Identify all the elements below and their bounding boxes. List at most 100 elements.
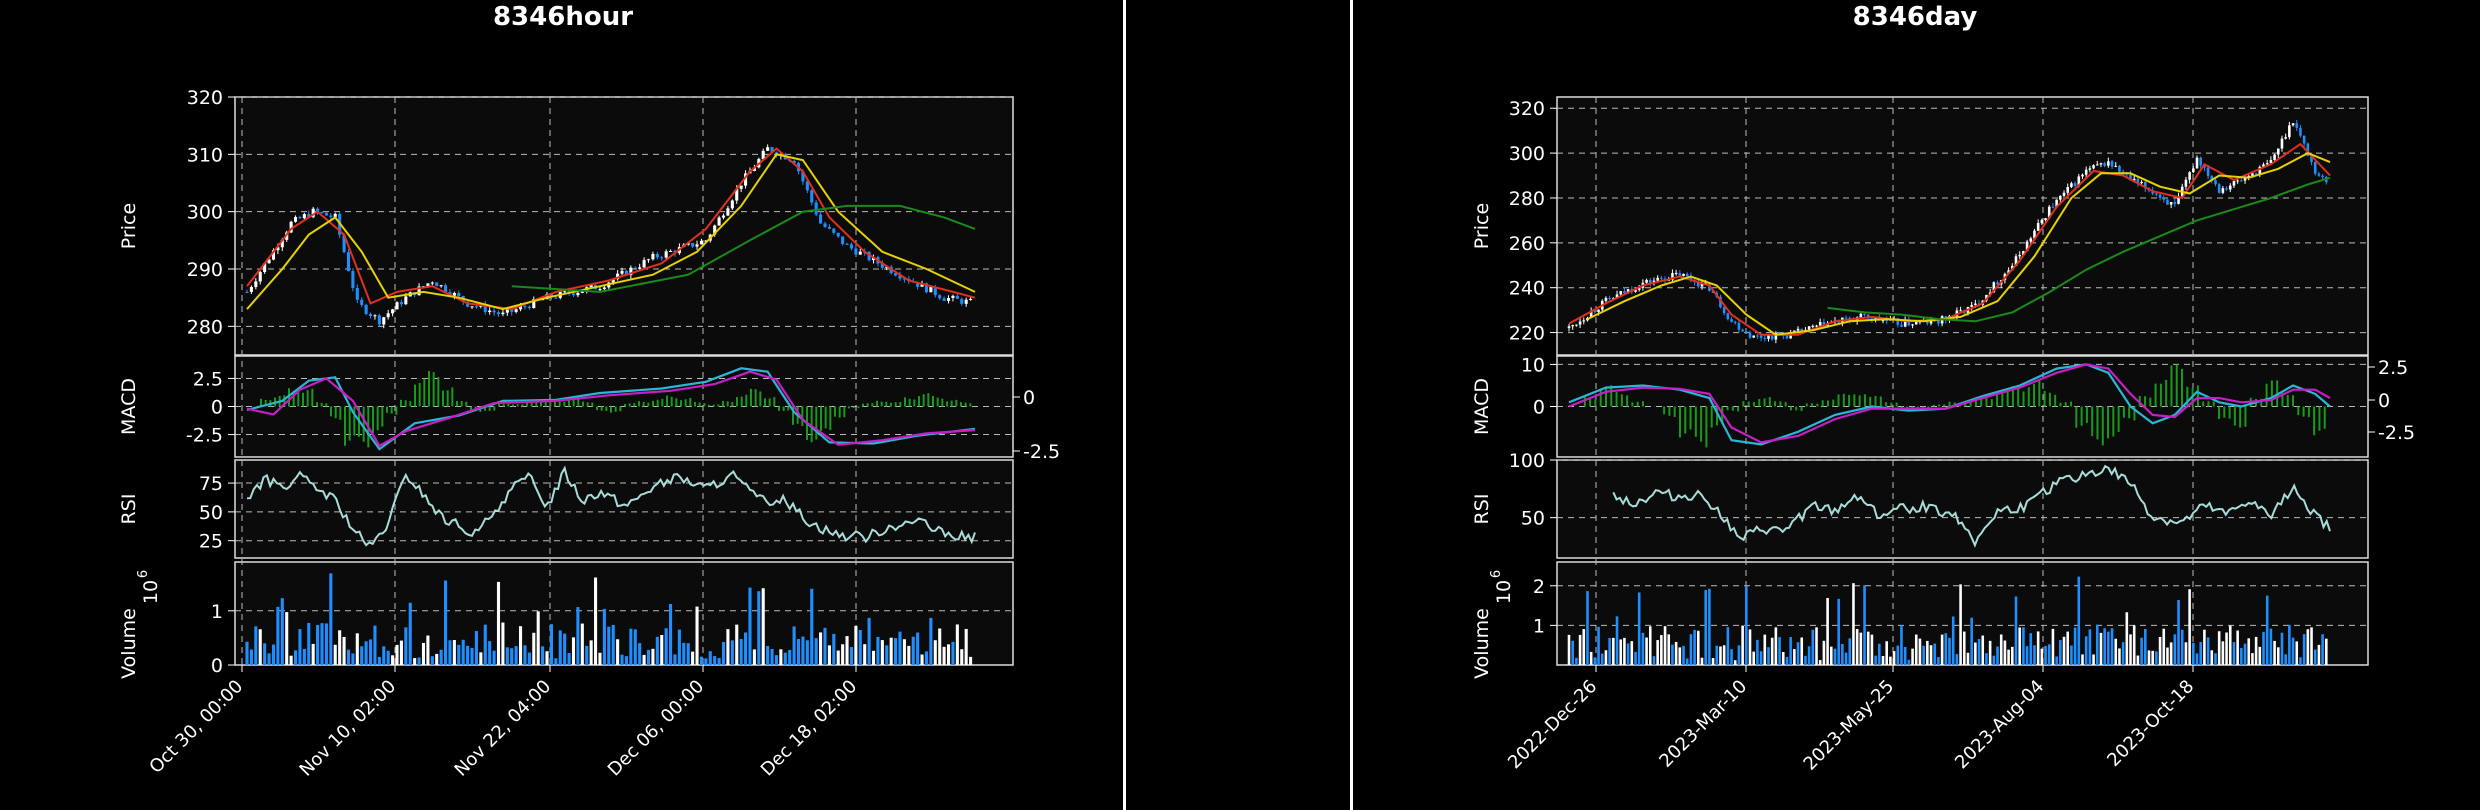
volume-bar — [669, 603, 673, 665]
candle-body — [1863, 313, 1866, 315]
volume-bar — [2158, 637, 2162, 665]
macd-histogram-bar — [1842, 393, 1845, 407]
macd-histogram-bar — [680, 400, 682, 407]
macd-histogram-bar — [512, 404, 514, 407]
macd-histogram-bar — [409, 401, 412, 407]
volume-bar — [545, 651, 549, 665]
volume-bar — [541, 646, 545, 665]
candle-body — [457, 292, 461, 296]
macd-histogram-bar — [437, 376, 440, 407]
macd-histogram-bar — [2165, 379, 2168, 407]
volume-bar — [271, 644, 276, 665]
volume-bar — [2184, 642, 2188, 665]
volume-bar — [377, 656, 381, 665]
volume-bar — [796, 638, 801, 665]
volume-bar — [2047, 644, 2051, 665]
volume-bar — [1637, 592, 1641, 665]
candle-body — [885, 266, 889, 268]
x-tick-label: Nov 22, 04:00 — [451, 676, 556, 781]
candle-body — [616, 273, 620, 280]
macd-histogram-bar — [969, 403, 972, 407]
macd-histogram-bar — [927, 393, 930, 407]
macd-histogram-bar — [339, 406, 342, 420]
macd-histogram-bar — [941, 398, 944, 407]
macd-histogram-bar — [297, 392, 300, 407]
volume-bar — [514, 646, 518, 665]
volume-bar — [766, 645, 770, 665]
macd-histogram-bar — [446, 390, 449, 407]
candle-body — [2129, 174, 2132, 181]
candle-body — [1785, 335, 1789, 339]
candle-body — [342, 234, 346, 253]
candle-body — [2247, 175, 2251, 178]
rsi-axis-label: RSI — [118, 494, 140, 525]
candle-body — [2269, 159, 2273, 164]
volume-bar — [2018, 627, 2021, 665]
candle-body — [1648, 279, 1652, 283]
macd-histogram-bar — [404, 400, 407, 407]
macd-histogram-bar — [395, 406, 398, 415]
volume-bar — [2077, 576, 2081, 665]
volume-bar — [1863, 585, 1866, 665]
macd-histogram-bar — [773, 397, 776, 407]
macd-histogram-bar — [890, 402, 892, 407]
macd-histogram-bar — [1668, 406, 1671, 416]
volume-bar — [2228, 625, 2232, 665]
macd-histogram-bar — [1631, 402, 1634, 407]
macd-histogram-bar — [1821, 400, 1824, 407]
candle-body — [902, 278, 906, 280]
volume-exponent-power: 6 — [1489, 570, 1504, 578]
macd-histogram-bar — [1869, 396, 1872, 407]
macd-right-tick-label: 0 — [2378, 390, 2390, 412]
candle-body — [642, 260, 646, 268]
volume-bar — [1885, 641, 1888, 665]
candle-body — [554, 297, 558, 299]
price-tick-label: 320 — [187, 87, 223, 109]
volume-bar — [1985, 653, 1988, 665]
candle-body — [827, 226, 831, 229]
macd-histogram-bar — [1837, 394, 1840, 407]
volume-bar — [1833, 648, 1837, 665]
candle-body — [571, 293, 576, 296]
volume-bar — [2092, 654, 2095, 665]
volume-bar — [355, 633, 359, 665]
volume-bar — [589, 640, 593, 665]
volume-bar — [320, 623, 324, 665]
candle-body — [311, 208, 315, 218]
macd-histogram-bar — [1980, 396, 1983, 407]
volume-bar — [598, 652, 602, 665]
candle-body — [1970, 304, 1973, 307]
volume-bar — [673, 654, 677, 665]
candle-body — [501, 312, 505, 315]
volume-bar — [938, 628, 942, 665]
volume-bar — [1700, 657, 1704, 665]
candle-body — [245, 291, 249, 293]
macd-histogram-bar — [675, 398, 678, 407]
candle-body — [2236, 180, 2239, 182]
candle-body — [2317, 173, 2321, 176]
volume-bar — [519, 626, 523, 665]
volume-bar — [1697, 630, 1700, 665]
volume-bar — [1722, 645, 1726, 665]
candle-body — [2088, 168, 2092, 170]
macd-histogram-bar — [288, 388, 290, 407]
volume-exponent-power: 6 — [136, 570, 151, 578]
macd-line — [1568, 363, 2331, 446]
candle-body — [1844, 317, 1848, 319]
candle-body — [2254, 173, 2258, 175]
volume-bar — [1962, 631, 1966, 665]
macd-histogram-bar — [661, 398, 664, 407]
volume-bar — [2210, 650, 2214, 665]
volume-bar — [810, 588, 814, 665]
candle-body — [2177, 196, 2180, 204]
candle-body — [1992, 282, 1996, 293]
volume-bar — [2262, 631, 2265, 665]
candle-body — [439, 285, 443, 287]
macd-histogram-bar — [1715, 406, 1718, 426]
candle-body — [2265, 163, 2269, 165]
volume-bar — [1575, 657, 1578, 665]
candle-body — [2014, 256, 2018, 266]
macd-histogram-bar — [2202, 401, 2205, 407]
macd-histogram-bar — [2207, 401, 2210, 407]
volume-bar — [898, 631, 902, 665]
